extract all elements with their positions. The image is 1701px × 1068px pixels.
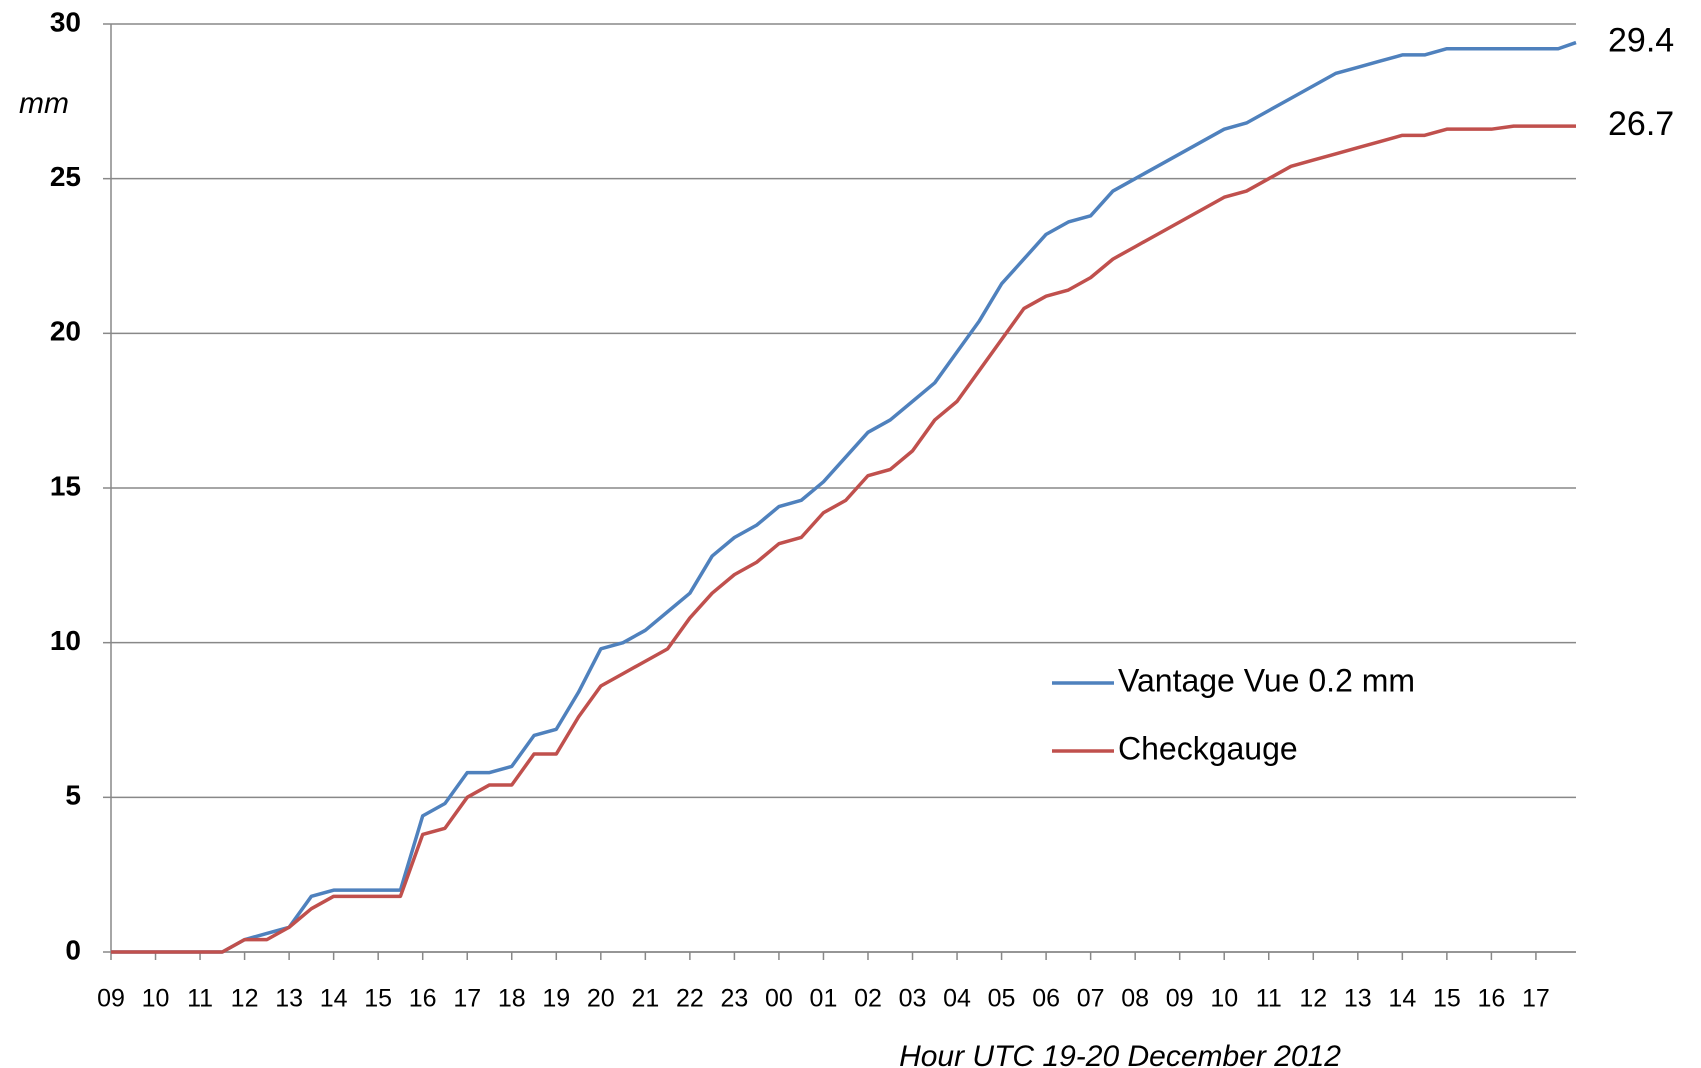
x-tick-label: 00 (765, 985, 793, 1013)
x-tick-label: 11 (1256, 985, 1282, 1013)
y-tick-label: 15 (50, 470, 81, 501)
x-tick-label: 19 (542, 985, 570, 1013)
x-tick-label: 23 (720, 985, 748, 1013)
y-tick-label: 30 (50, 6, 81, 37)
end-label: 26.7 (1608, 105, 1674, 143)
y-tick-label: 20 (50, 316, 81, 347)
y-tick-label: 10 (50, 625, 81, 656)
legend-label: Checkgauge (1118, 730, 1298, 766)
y-tick-label: 25 (50, 161, 81, 192)
x-tick-label: 10 (1210, 985, 1238, 1013)
data-line (111, 124, 1576, 954)
x-tick-label: 15 (1433, 985, 1461, 1013)
x-tick-label: 14 (320, 985, 348, 1013)
x-tick-label: 12 (231, 985, 259, 1013)
y-tick-label: 5 (65, 780, 81, 811)
x-tick-label: 18 (498, 985, 526, 1013)
x-tick-label: 20 (587, 985, 615, 1013)
x-tick-label: 09 (97, 985, 125, 1013)
legend-label: Vantage Vue 0.2 mm (1118, 662, 1415, 698)
x-tick-label: 16 (1477, 985, 1505, 1013)
x-tick-label: 14 (1388, 985, 1416, 1013)
x-tick-label: 07 (1077, 985, 1105, 1013)
x-tick-label: 03 (899, 985, 927, 1013)
x-tick-label: 06 (1032, 985, 1060, 1013)
x-tick-label: 16 (409, 985, 437, 1013)
x-tick-label: 15 (364, 985, 392, 1013)
x-tick-label: 17 (1522, 985, 1550, 1013)
end-label: 29.4 (1608, 22, 1674, 60)
y-tick-label: 0 (65, 934, 81, 965)
x-axis-title: Hour UTC 19-20 December 2012 (899, 1040, 1341, 1068)
x-tick-label: 02 (854, 985, 882, 1013)
x-tick-label: 12 (1299, 985, 1327, 1013)
x-tick-label: 04 (943, 985, 971, 1013)
x-tick-label: 11 (187, 985, 213, 1013)
x-tick-label: 21 (631, 985, 659, 1013)
x-tick-label: 22 (676, 985, 704, 1013)
x-tick-label: 13 (275, 985, 303, 1013)
x-tick-label: 05 (988, 985, 1016, 1013)
x-tick-label: 09 (1166, 985, 1194, 1013)
x-tick-label: 17 (453, 985, 481, 1013)
x-tick-label: 01 (810, 985, 838, 1013)
x-tick-label: 13 (1344, 985, 1372, 1013)
y-axis-title: mm (19, 87, 69, 120)
x-tick-label: 10 (142, 985, 170, 1013)
data-line (111, 40, 1577, 954)
x-tick-label: 08 (1121, 985, 1149, 1013)
